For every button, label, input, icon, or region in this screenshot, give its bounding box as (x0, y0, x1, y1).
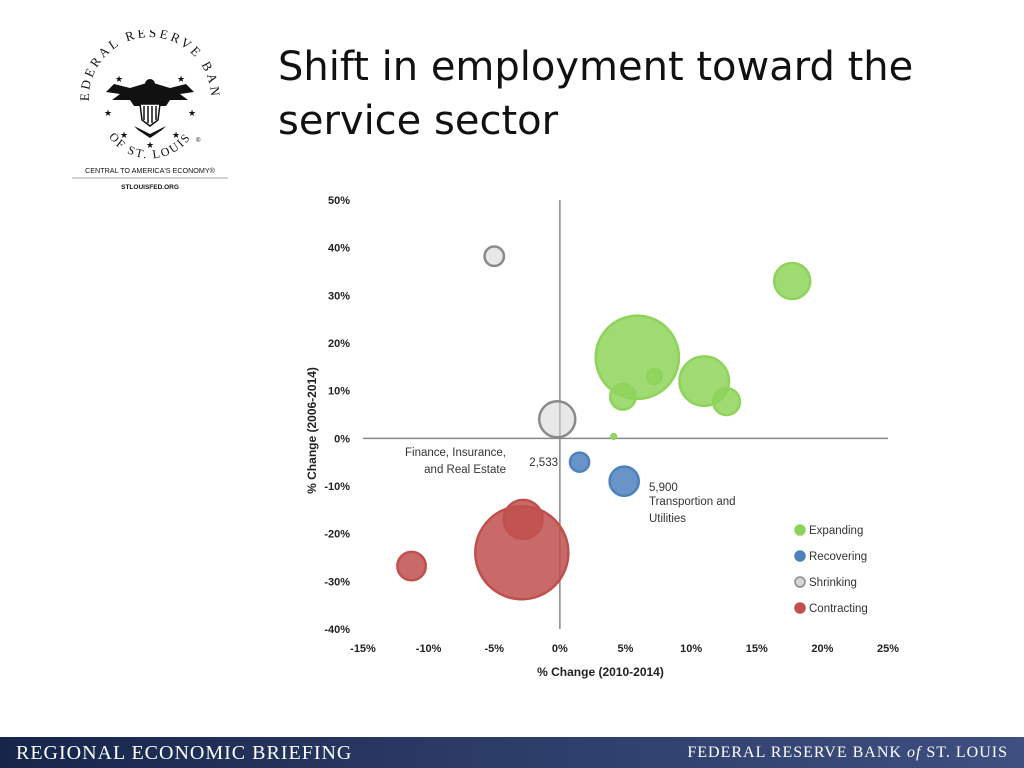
bubble-recovering (568, 451, 591, 473)
legend-label-recovering: Recovering (809, 551, 867, 563)
logo-registered: ® (196, 137, 201, 144)
chart-legend: Expanding Recovering Shrinking Contracting (794, 524, 868, 615)
logo-tagline: CENTRAL TO AMERICA'S ECONOMY® (85, 166, 216, 175)
y-tick-label: -10% (324, 481, 350, 493)
svg-text:★: ★ (146, 140, 154, 150)
x-tick-label: 10% (680, 643, 702, 655)
y-tick-label: 30% (328, 290, 350, 302)
x-tick-label: 0% (552, 643, 568, 655)
x-tick-label: 25% (877, 643, 899, 655)
x-tick-label: 5% (618, 643, 634, 655)
bubble-contracting (396, 550, 428, 582)
tu-value-label: 5,900 (649, 482, 678, 494)
axes-layer: -15% -10% -5% 0% 5% 10% 15% 20% 25% -40% -30% -20% -… (305, 195, 899, 679)
svg-text:★: ★ (172, 130, 180, 140)
svg-text:★: ★ (188, 108, 196, 118)
bubble-expanding (772, 261, 812, 301)
employment-bubble-chart: -15% -10% -5% 0% 5% 10% 15% 20% 25% -40% -30% -20% -… (305, 195, 899, 679)
y-tick-label: 20% (328, 338, 350, 350)
x-tick-label: -15% (350, 643, 376, 655)
slide-title: Shift in employment toward the service s… (278, 40, 978, 148)
y-tick-label: 0% (334, 433, 350, 445)
bubble-shrinking (483, 245, 506, 268)
footer-right-post: ST. LOUIS (921, 744, 1008, 761)
x-tick-label: -10% (416, 643, 442, 655)
y-tick-label: 10% (328, 386, 350, 398)
legend-label-shrinking: Shrinking (809, 577, 857, 589)
bubble-shrinking (537, 399, 577, 439)
x-tick-label: 20% (811, 643, 833, 655)
fire-value-label: 2,533 (529, 457, 558, 469)
fire-label-line2: and Real Estate (424, 464, 506, 476)
footer-right-text: FEDERAL RESERVE BANK of ST. LOUIS (687, 744, 1008, 762)
bubbles-layer (396, 245, 812, 601)
bubble-expanding (608, 382, 637, 411)
tu-label-line2: Utilities (649, 513, 686, 525)
svg-text:★: ★ (177, 74, 185, 84)
tu-label-line1: Transportion and (649, 496, 736, 508)
x-tick-label: 15% (746, 643, 768, 655)
x-tick-label: -5% (484, 643, 504, 655)
y-tick-label: -20% (324, 529, 350, 541)
fire-label-line1: Finance, Insurance, (405, 447, 506, 459)
bubble-expanding (711, 386, 742, 417)
svg-text:★: ★ (115, 74, 123, 84)
legend-label-expanding: Expanding (809, 525, 863, 537)
legend-marker-expanding (794, 524, 806, 536)
eagle-seal-icon: ★ ★ ★ ★ ★ ★ ★ (104, 74, 196, 150)
legend-marker-recovering (794, 550, 806, 562)
bubble-expanding (610, 432, 618, 441)
legend-marker-contracting (794, 602, 806, 614)
fed-logo: FEDERAL RESERVE BANK OF ST. LOUIS ® ★ ★ … (72, 30, 228, 191)
legend-marker-shrinking (794, 576, 806, 588)
y-tick-label: -40% (324, 624, 350, 636)
y-tick-label: 40% (328, 243, 350, 255)
footer-right-pre: FEDERAL RESERVE BANK (687, 744, 907, 761)
svg-text:★: ★ (120, 130, 128, 140)
y-tick-label: 50% (328, 195, 350, 207)
bubble-recovering (608, 465, 641, 498)
bubble-expanding (645, 367, 663, 385)
bubble-expanding (594, 314, 681, 401)
slide-title-line1: Shift in employment toward the (278, 44, 914, 90)
y-axis-title: % Change (2006-2014) (305, 367, 319, 494)
footer-left-text: REGIONAL ECONOMIC BRIEFING (16, 742, 353, 764)
slide-title-line2: service sector (278, 98, 559, 144)
x-axis-title: % Change (2010-2014) (537, 665, 664, 679)
svg-text:★: ★ (104, 108, 112, 118)
y-tick-label: -30% (324, 576, 350, 588)
labels-layer: Finance, Insurance, and Real Estate 2,533 5… (405, 447, 736, 525)
bubble-contracting (502, 498, 544, 541)
footer-bar: REGIONAL ECONOMIC BRIEFING FEDERAL RESER… (0, 737, 1024, 768)
logo-url: STLOUISFED.ORG (121, 184, 179, 191)
footer-right-of: of (906, 744, 922, 761)
legend-label-contracting: Contracting (809, 603, 868, 615)
